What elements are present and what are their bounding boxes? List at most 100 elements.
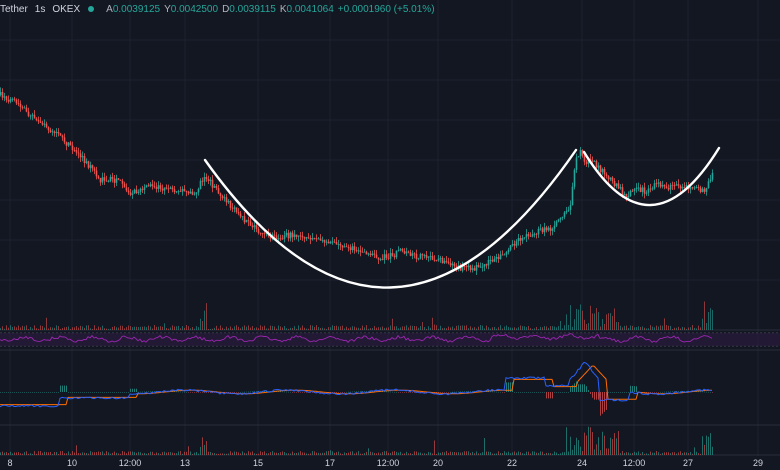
volume-bar — [124, 328, 125, 330]
macd-histogram-bar — [528, 392, 529, 393]
volume-bar — [120, 325, 121, 330]
volume-bar — [272, 451, 273, 455]
high-value: 0.0042500 — [170, 3, 219, 15]
volume-bar — [594, 313, 595, 330]
volume-bar — [38, 451, 39, 455]
candle — [475, 261, 478, 275]
candle — [613, 178, 616, 188]
cup-curve[interactable] — [203, 148, 578, 289]
macd-histogram-bar — [278, 391, 279, 393]
volume-bar — [482, 452, 483, 455]
candle — [629, 189, 632, 197]
volume-bar — [190, 328, 191, 330]
macd-histogram-bar — [658, 392, 659, 393]
volume-bar — [116, 452, 117, 455]
macd-histogram-bar — [514, 392, 515, 393]
macd-histogram-bar — [238, 392, 239, 393]
candle — [157, 181, 160, 193]
candle — [525, 229, 528, 242]
volume-bar — [344, 328, 345, 330]
macd-histogram-bar — [80, 392, 81, 393]
volume-bar — [146, 327, 147, 330]
volume-bar — [452, 326, 453, 330]
timeframe-label[interactable]: 1s — [34, 3, 46, 15]
macd-histogram-bar — [542, 392, 543, 393]
volume-bar — [428, 326, 429, 330]
volume-bar — [270, 452, 271, 455]
volume-bar — [318, 452, 319, 455]
volume-bar — [18, 325, 19, 330]
volume-bar — [86, 325, 87, 330]
volume-bar — [538, 328, 539, 330]
candle — [59, 132, 62, 136]
volume-bar — [388, 327, 389, 330]
candle — [81, 151, 84, 162]
macd-histogram-bar — [116, 392, 117, 393]
candle — [559, 217, 562, 223]
candle — [219, 192, 222, 201]
volume-bar — [504, 451, 505, 455]
macd-histogram-bar — [70, 392, 71, 393]
macd-histogram-bar — [282, 391, 283, 393]
time-axis[interactable]: 8 10 12:00 13 15 17 12:00 20 22 24 12:00 27 29 — [0, 456, 780, 470]
candle — [527, 231, 530, 240]
volume-bar — [368, 328, 369, 330]
volume-bar — [496, 453, 497, 455]
volume-bar — [86, 452, 87, 455]
time-axis-tick: 12:00 — [118, 458, 142, 468]
macd-histogram-bar — [672, 391, 673, 393]
volume-bar — [400, 327, 401, 330]
volume-bar — [622, 327, 623, 330]
volume-bar — [566, 427, 567, 455]
macd-histogram-bar — [34, 392, 35, 393]
candle — [61, 134, 64, 141]
macd-histogram-bar — [392, 391, 393, 393]
volume-bar — [712, 309, 713, 330]
candle — [53, 130, 56, 137]
candle — [633, 188, 636, 196]
volume-bar — [578, 309, 579, 330]
volume-bar — [144, 452, 145, 455]
volume-bar — [466, 451, 467, 455]
macd-histogram-bar — [624, 392, 625, 393]
volume-bar — [98, 451, 99, 455]
candle — [221, 194, 224, 201]
macd-histogram-bar — [674, 391, 675, 392]
volume-bar — [444, 452, 445, 455]
volume-bar — [648, 328, 649, 330]
volume-bar — [444, 327, 445, 330]
cup-and-handle-drawing[interactable] — [203, 146, 721, 289]
macd-histogram-bar — [544, 392, 545, 393]
volume-bar — [536, 452, 537, 455]
volume-bar — [708, 436, 709, 455]
volume-bar — [222, 327, 223, 330]
macd-histogram-bar — [20, 392, 21, 393]
macd-histogram-bar — [384, 391, 385, 393]
candle — [381, 254, 384, 261]
macd-histogram-bar — [350, 391, 351, 393]
volume-bar — [614, 433, 615, 455]
volume-bar — [472, 451, 473, 455]
macd-histogram-bar — [438, 392, 439, 393]
candle — [79, 149, 82, 163]
volume-bar — [328, 451, 329, 455]
volume-bar — [290, 453, 291, 455]
volume-bar — [588, 426, 589, 455]
macd-histogram-bar — [154, 391, 155, 392]
candle — [393, 253, 396, 260]
candle — [631, 188, 634, 192]
macd-histogram-bar — [538, 392, 539, 393]
candle — [567, 206, 570, 212]
volume-bar — [414, 325, 415, 330]
handle-curve[interactable] — [582, 146, 721, 207]
volume-bar — [690, 452, 691, 455]
symbol-name[interactable]: Tether — [0, 3, 28, 15]
macd-histogram-bar — [576, 381, 577, 392]
candle — [523, 237, 526, 240]
volume-bars-top — [0, 301, 713, 330]
macd-histogram-bar — [72, 392, 73, 393]
volume-bar — [534, 451, 535, 455]
volume-bar — [78, 452, 79, 455]
macd-histogram-bar — [652, 392, 653, 393]
